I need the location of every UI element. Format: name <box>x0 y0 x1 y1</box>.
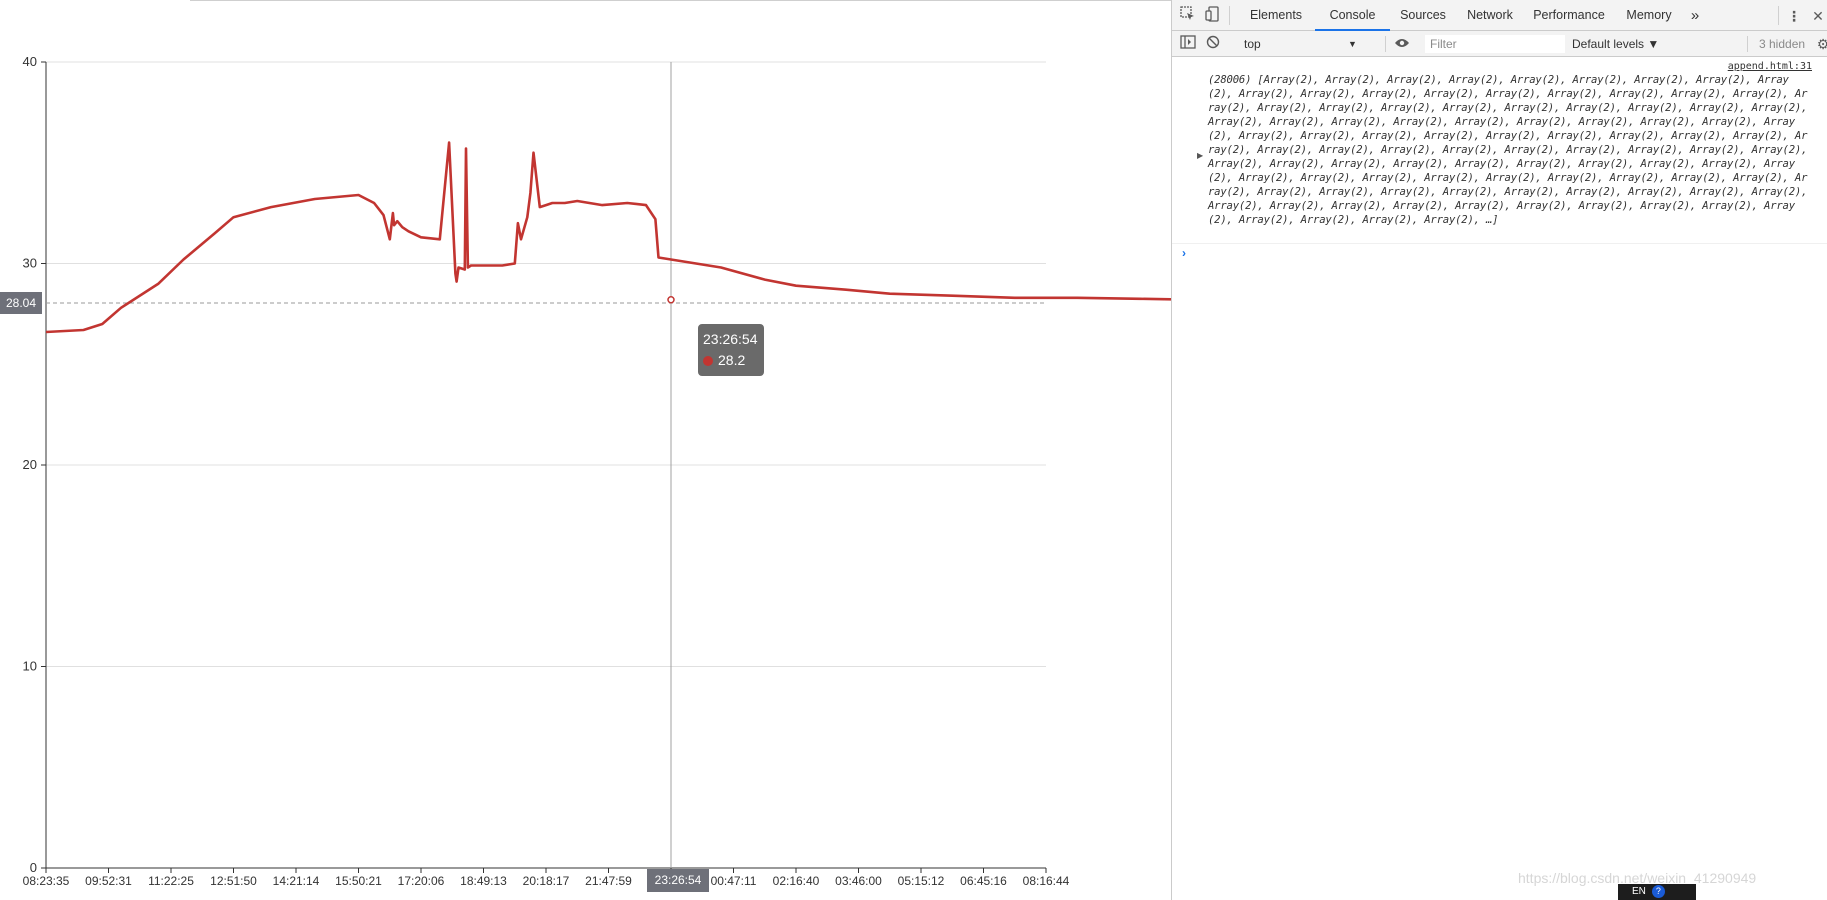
chart-pane: 0 10 20 30 40 08:23:35 09:52:31 11:22:25 12:51:5… <box>0 0 1171 900</box>
y-tick-label: 20 <box>23 457 37 472</box>
x-tick-label: 05:15:12 <box>898 874 945 888</box>
x-tick-label: 08:23:35 <box>23 874 70 888</box>
devtools-tabbar: Elements Console Sources Network Perform… <box>1172 0 1827 31</box>
x-tick-label: 15:50:21 <box>335 874 382 888</box>
x-tick-label: 06:45:16 <box>960 874 1007 888</box>
devtools-panel: Elements Console Sources Network Perform… <box>1171 0 1827 900</box>
tab-network[interactable]: Network <box>1467 8 1513 22</box>
language-indicator[interactable]: EN <box>1632 886 1646 897</box>
y-tick-label: 40 <box>23 54 37 69</box>
taskbar-tray: EN? <box>1618 884 1696 900</box>
x-tick-label: 21:47:59 <box>585 874 632 888</box>
x-tick-label: 12:51:50 <box>210 874 257 888</box>
y-axis-pointer-label: 28.04 <box>0 292 42 314</box>
eye-icon[interactable] <box>1392 34 1412 54</box>
toolbar-separator <box>1747 36 1748 52</box>
console-toolbar: top ▼ Default levels ▼ 3 hidden ⚙ <box>1172 31 1827 57</box>
tooltip-time: 23:26:54 <box>703 331 758 347</box>
x-tick-label: 00:47:11 <box>711 874 757 888</box>
context-value: top <box>1244 37 1261 51</box>
tab-sources[interactable]: Sources <box>1400 8 1446 22</box>
clear-console-icon[interactable] <box>1203 34 1223 54</box>
console-output: append.html:31 ▶ (28006) [Array(2), Arra… <box>1172 57 1827 900</box>
log-source-link[interactable]: append.html:31 <box>1727 61 1812 72</box>
tooltip-value: 28.2 <box>718 352 746 368</box>
tab-console[interactable]: Console <box>1315 0 1390 31</box>
x-tick-label: 18:49:13 <box>460 874 507 888</box>
levels-dropdown[interactable]: Default levels ▼ <box>1572 37 1660 51</box>
inspect-element-icon[interactable] <box>1178 6 1198 26</box>
log-entry[interactable]: (28006) [Array(2), Array(2), Array(2), A… <box>1208 74 1808 226</box>
expand-triangle-icon[interactable]: ▶ <box>1197 151 1204 160</box>
tab-elements[interactable]: Elements <box>1249 8 1303 22</box>
chart-tooltip: 23:26:54 28.2 <box>698 324 764 376</box>
x-tick-label: 11:22:25 <box>148 874 194 888</box>
y-tick-label: 0 <box>30 860 37 875</box>
kebab-menu-icon[interactable]: ⋮ <box>1787 8 1801 24</box>
tab-separator <box>1229 6 1230 25</box>
hidden-count: 3 hidden <box>1759 37 1806 51</box>
device-toolbar-icon[interactable] <box>1203 6 1223 26</box>
sidebar-toggle-icon[interactable] <box>1178 34 1198 54</box>
x-tick-label: 09:52:31 <box>85 874 132 888</box>
y-tick-label: 30 <box>23 256 37 271</box>
filter-input[interactable] <box>1425 35 1565 53</box>
series-line-temperature <box>45 141 1171 334</box>
x-tick-label: 20:18:17 <box>523 874 570 888</box>
window-top-border <box>190 0 1171 1</box>
x-tick-label: 08:16:44 <box>1023 874 1070 888</box>
tab-memory[interactable]: Memory <box>1626 8 1672 22</box>
close-icon[interactable]: ✕ <box>1812 8 1824 24</box>
series-dot-icon <box>703 356 713 366</box>
x-tick-label: 03:46:00 <box>835 874 882 888</box>
help-icon[interactable]: ? <box>1651 885 1665 898</box>
context-selector[interactable]: top ▼ <box>1244 31 1364 57</box>
line-chart[interactable]: 0 10 20 30 40 08:23:35 09:52:31 11:22:25 12:51:5… <box>0 0 1171 900</box>
dropdown-arrow-icon: ▼ <box>1348 39 1357 49</box>
toolbar-separator <box>1385 36 1386 52</box>
x-tick-label: 14:21:14 <box>273 874 320 888</box>
console-prompt-icon[interactable]: › <box>1182 246 1186 260</box>
x-tick-label: 17:20:06 <box>398 874 445 888</box>
gear-icon[interactable]: ⚙ <box>1816 36 1827 52</box>
log-divider <box>1172 243 1827 244</box>
tab-performance[interactable]: Performance <box>1533 8 1605 22</box>
watermark-text: https://blog.csdn.net/weixin_41290949 <box>1518 870 1757 886</box>
data-point <box>667 296 675 304</box>
more-tabs-button[interactable]: » <box>1690 7 1700 24</box>
y-tick-label: 10 <box>23 659 37 674</box>
x-tick-label: 02:16:40 <box>773 874 820 888</box>
x-axis-pointer-label: 23:26:54 <box>647 869 709 892</box>
tab-separator <box>1778 6 1779 25</box>
